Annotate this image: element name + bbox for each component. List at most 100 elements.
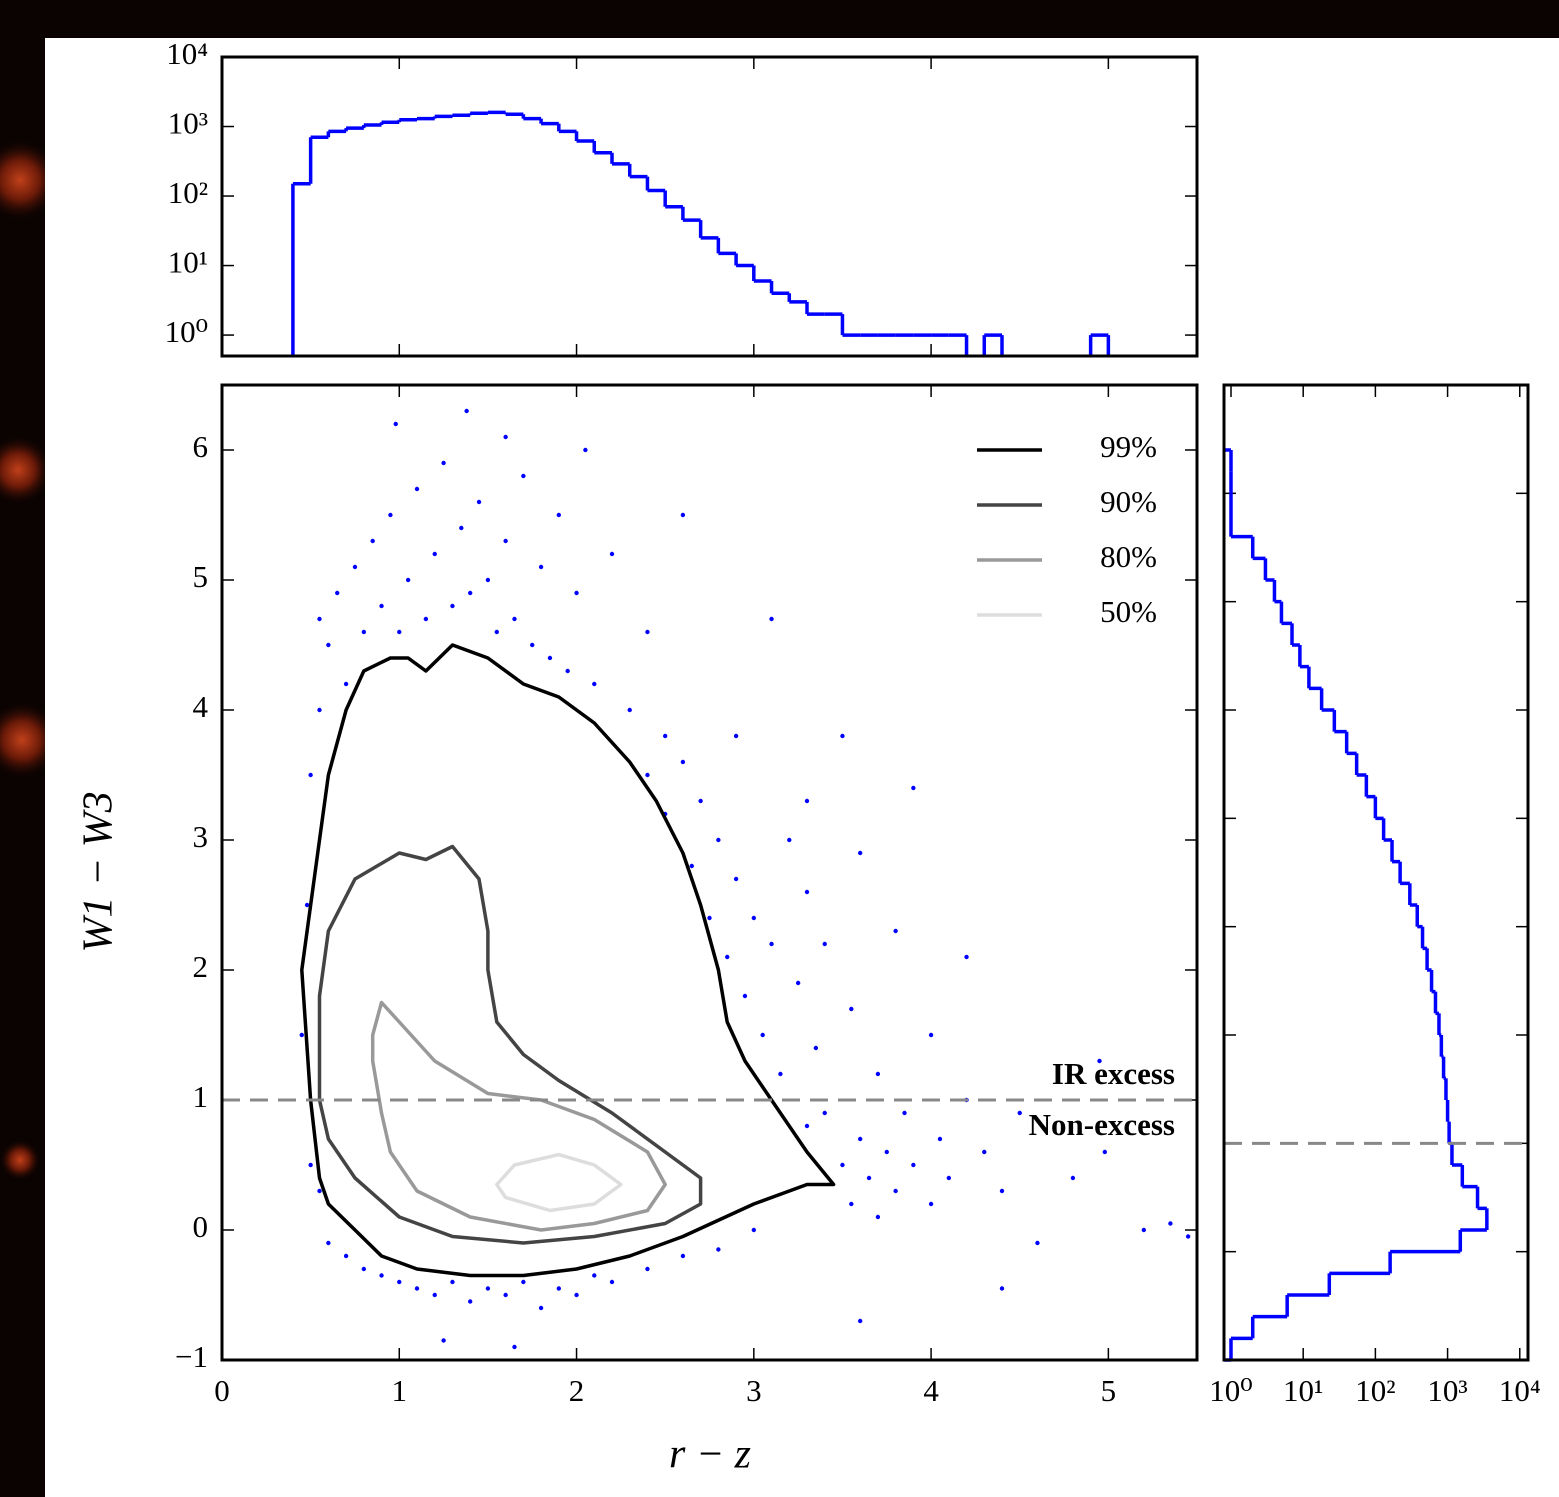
scatter-point <box>414 486 420 492</box>
y-tick-label: 0 <box>193 1209 209 1244</box>
y-tick-label: 3 <box>193 819 209 854</box>
panel: 10⁰ 10¹ 10² 10³ 10⁴ <box>165 36 1199 358</box>
scatter-point <box>467 590 473 596</box>
contour <box>300 643 836 1278</box>
y-tick-label: −1 <box>175 1339 208 1374</box>
axes-frame <box>220 55 1199 358</box>
scatter-point <box>866 1175 872 1181</box>
scatter-point <box>574 590 579 596</box>
scatter-point <box>583 447 588 453</box>
y-tick-label: 10⁴ <box>166 36 208 71</box>
scatter-point <box>1185 1234 1191 1239</box>
scatter-point <box>512 1344 517 1350</box>
x-tick-label: 3 <box>746 1373 762 1408</box>
scatter-point <box>893 1188 898 1194</box>
scatter-point <box>326 1240 331 1246</box>
scatter-point <box>405 577 411 583</box>
sky-glow <box>0 140 60 220</box>
scatter-point <box>317 1188 322 1194</box>
plot-area <box>222 385 1197 1360</box>
scatter-point <box>875 1214 881 1220</box>
scatter-point <box>840 1162 845 1168</box>
scatter-point <box>645 1266 650 1272</box>
scatter-point <box>299 1032 304 1038</box>
scatter-point <box>689 863 694 869</box>
scatter-point <box>547 655 553 661</box>
sky-glow <box>0 1140 40 1180</box>
scatter-point <box>361 629 367 635</box>
scatter-point <box>393 421 398 427</box>
scatter-point <box>308 1162 313 1168</box>
scatter-point <box>361 1266 367 1272</box>
scatter-point <box>937 1136 943 1142</box>
scatter-point <box>804 889 810 895</box>
scatter-point <box>1102 1149 1108 1155</box>
scatter-point <box>849 1006 854 1012</box>
scatter-point <box>397 629 402 635</box>
scatter-point <box>503 1292 508 1298</box>
scatter-point <box>450 1279 455 1285</box>
y-tick-label: 1 <box>193 1079 209 1114</box>
scatter-point <box>795 980 801 986</box>
scatter-point <box>716 837 721 843</box>
scatter-point <box>414 1286 420 1291</box>
scatter-point <box>822 941 827 947</box>
scatter-point <box>849 1201 854 1207</box>
y-tick-label: 6 <box>193 429 209 464</box>
scatter-point <box>397 1279 402 1285</box>
y-tick-label: 2 <box>193 949 209 984</box>
scatter-point <box>343 1253 349 1259</box>
x-axis-label: r − z <box>669 1432 751 1478</box>
scatter-point <box>335 590 340 596</box>
scatter-point <box>592 1273 597 1278</box>
scatter-point <box>1168 1221 1173 1226</box>
legend-label: 80% <box>1100 539 1157 574</box>
scatter-point <box>379 1273 384 1278</box>
axes-frame <box>220 383 1199 1362</box>
scatter-point <box>857 1136 863 1142</box>
legend-label: 99% <box>1100 429 1157 464</box>
scatter-point <box>1141 1227 1147 1233</box>
legend-label: 50% <box>1100 594 1157 629</box>
scatter-point <box>645 629 650 635</box>
contour <box>370 1000 667 1232</box>
y-tick-label: 4 <box>193 689 209 724</box>
scatter-point <box>609 1279 615 1285</box>
x-tick-label: 5 <box>1101 1373 1117 1408</box>
scatter-point <box>840 733 845 739</box>
x-tick-label: 4 <box>923 1373 939 1408</box>
scatter-point <box>911 785 916 791</box>
scatter-point <box>716 1247 721 1252</box>
x-tick-label: 10¹ <box>1283 1373 1323 1408</box>
scatter-point <box>627 707 632 713</box>
scatter-point <box>538 564 544 570</box>
scatter-point <box>343 681 349 687</box>
scatter-point <box>326 642 331 648</box>
scatter-point <box>875 1071 881 1077</box>
scatter-point <box>485 577 491 583</box>
scatter-point <box>556 1286 562 1291</box>
y-tick-label: 10² <box>168 175 208 210</box>
scatter-point <box>1097 1058 1102 1064</box>
scatter-point <box>662 733 668 739</box>
scatter-point <box>1017 1110 1022 1116</box>
scatter-point <box>928 1201 934 1207</box>
x-tick-label: 10⁴ <box>1499 1373 1541 1408</box>
scatter-point <box>317 707 322 713</box>
sky-glow <box>0 436 52 504</box>
scatter-point <box>476 499 482 505</box>
scatter-point <box>902 1110 907 1116</box>
scatter-point <box>946 1175 952 1181</box>
scatter-point <box>964 954 969 960</box>
scatter-point <box>698 798 703 804</box>
scatter-point <box>928 1032 934 1038</box>
plot-area <box>222 57 1197 356</box>
x-tick-label: 1 <box>392 1373 408 1408</box>
y-tick-label: 10⁰ <box>165 314 208 349</box>
scatter-point <box>370 538 375 544</box>
scatter-point <box>592 681 597 687</box>
y-tick-label: 10¹ <box>168 245 208 280</box>
scatter-point <box>769 616 774 622</box>
scatter-point <box>530 642 535 648</box>
